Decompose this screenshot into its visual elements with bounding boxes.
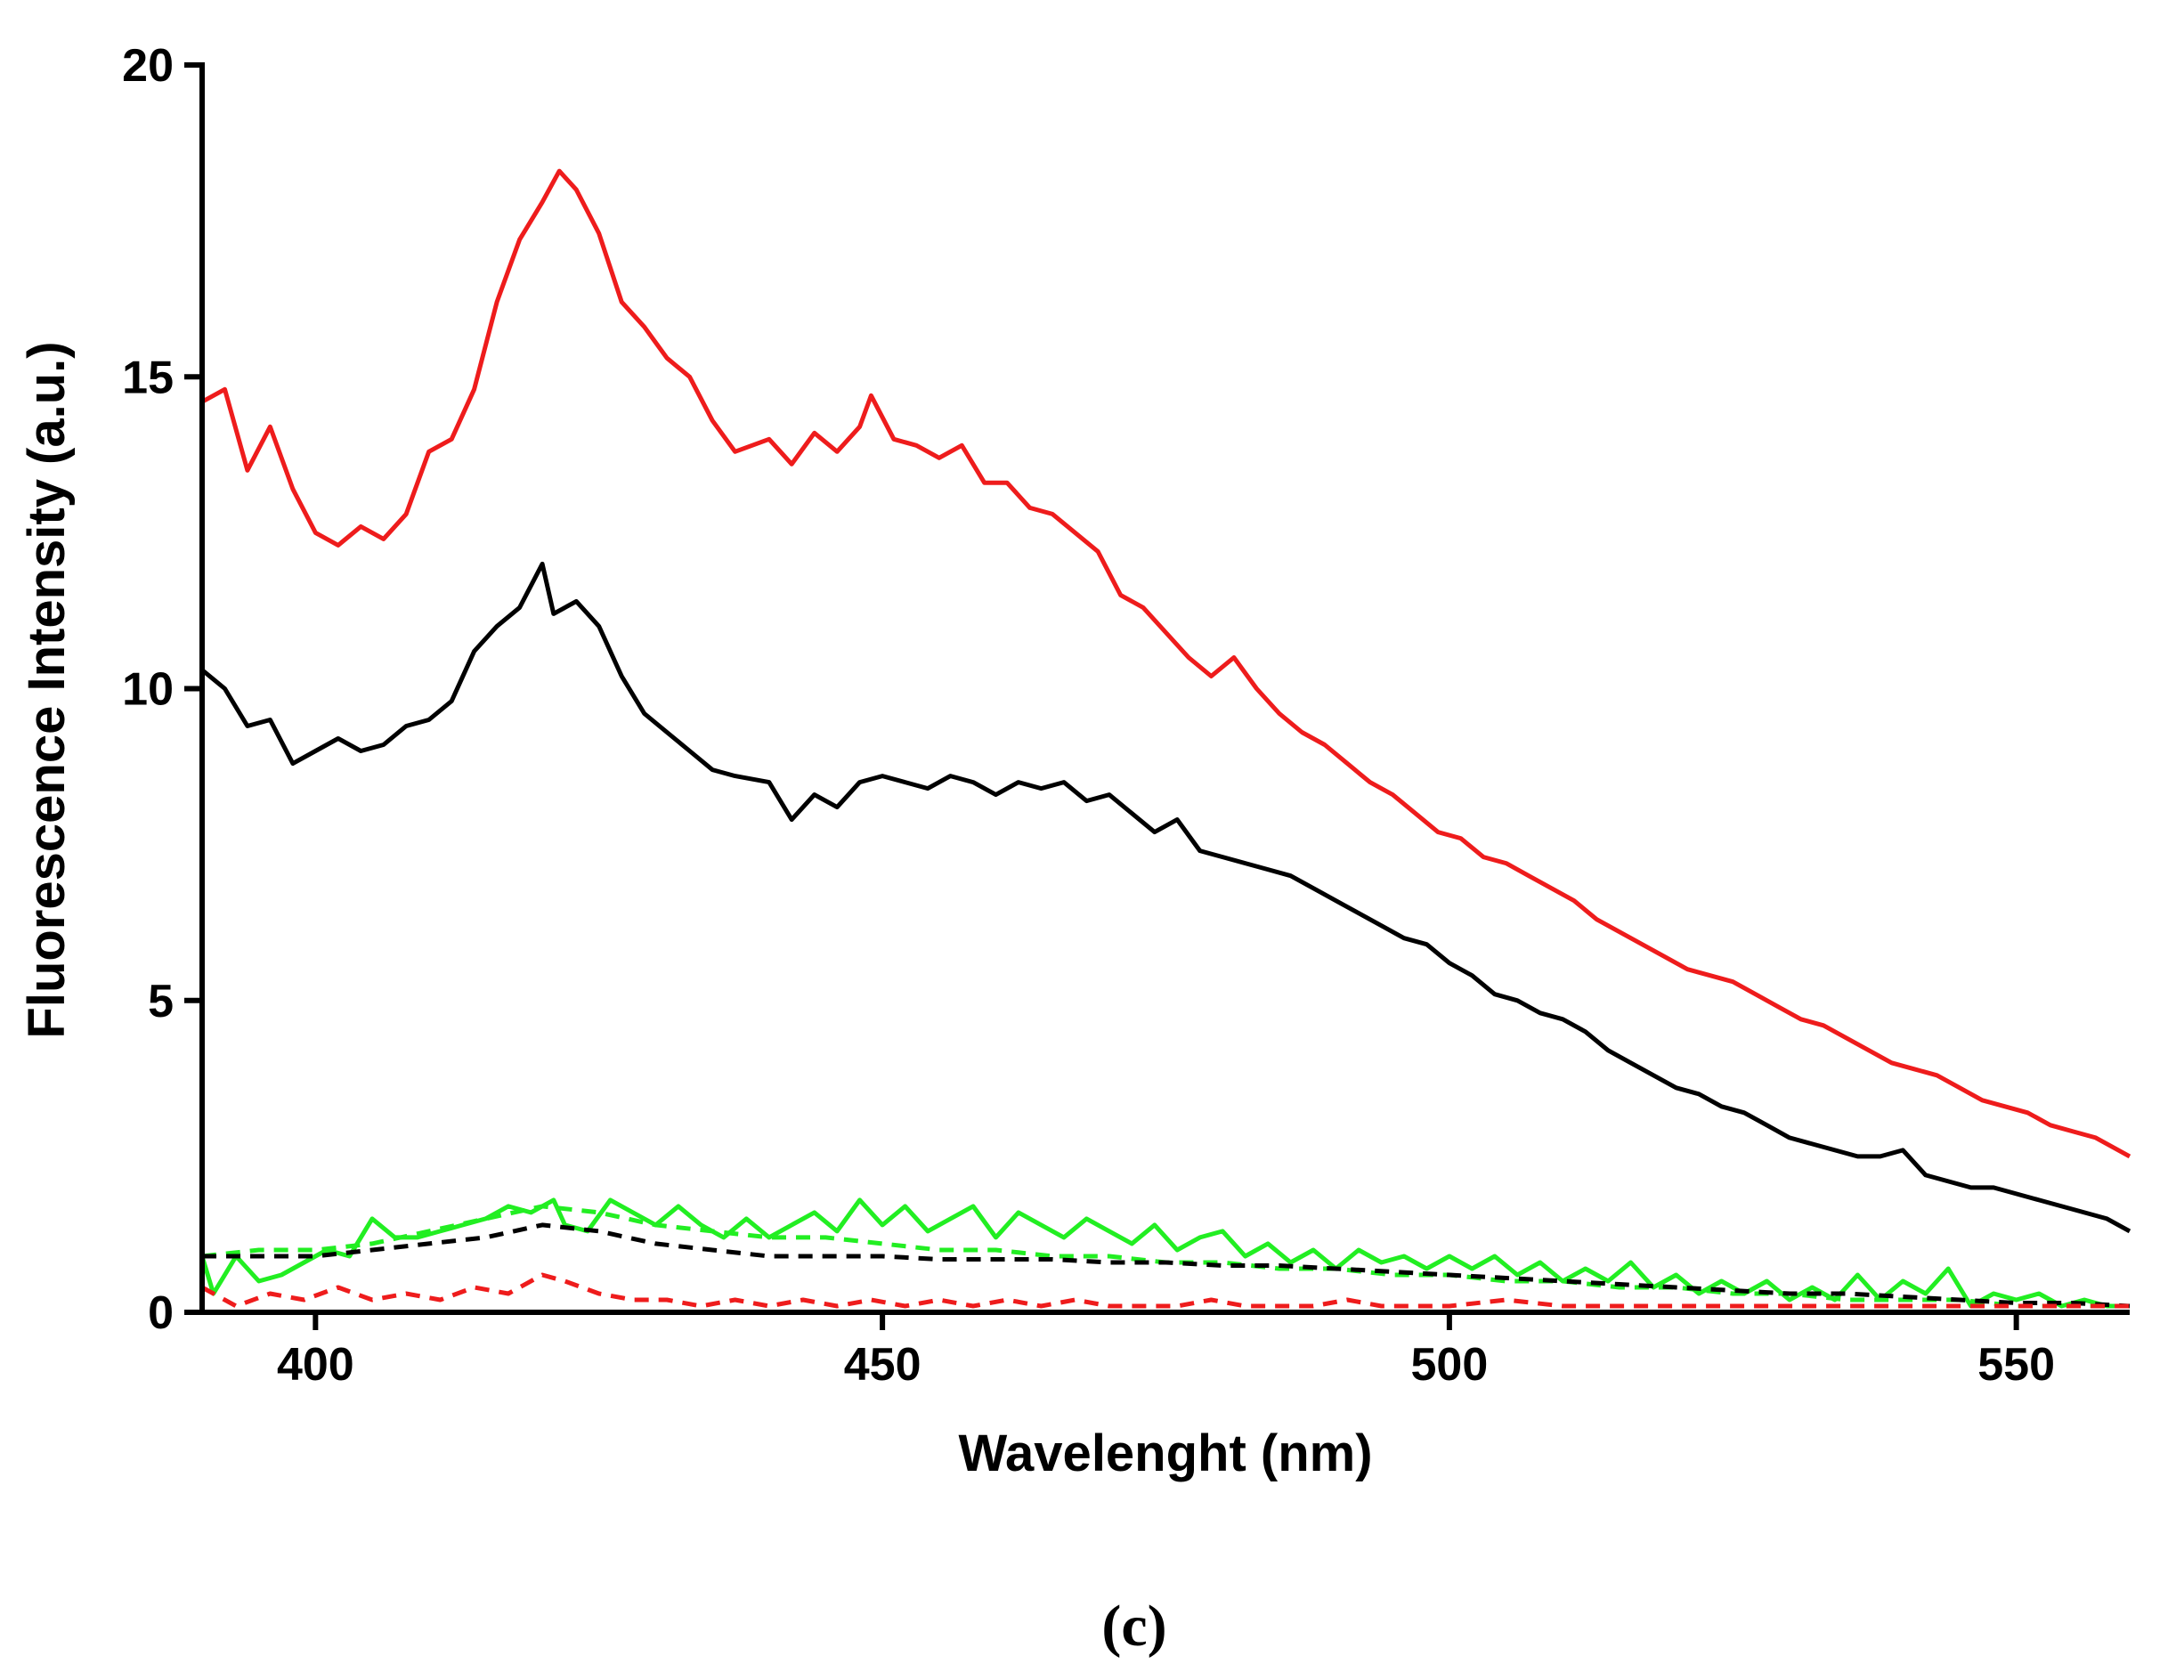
y-ticks: 0 5 10 15 20 [122, 40, 202, 1339]
x-tick-label: 450 [844, 1339, 922, 1391]
panel-label: (c) [1101, 1594, 1166, 1659]
plot-lines [199, 168, 2131, 1309]
series-line-3 [199, 1197, 2130, 1309]
x-ticks: 400 450 500 550 [277, 1312, 2055, 1391]
y-tick-label: 20 [122, 40, 174, 92]
series-line-2 [200, 561, 2131, 1234]
x-tick-label: 550 [1977, 1339, 2055, 1391]
y-tick-label: 10 [122, 664, 174, 716]
series-line-5 [202, 1222, 2131, 1309]
y-tick-label: 5 [148, 976, 174, 1027]
series-line-1 [200, 168, 2131, 1159]
x-tick-label: 500 [1410, 1339, 1488, 1391]
y-axis-title: Fluorescence Intensity (a.u.) [18, 341, 76, 1038]
x-axis-title: Wavelenght (nm) [958, 1424, 1372, 1482]
y-tick-label: 0 [148, 1287, 174, 1339]
x-tick-label: 400 [277, 1339, 354, 1391]
axes [199, 62, 2130, 1315]
series-line-6 [200, 1272, 2130, 1309]
y-tick-label: 15 [122, 352, 174, 403]
